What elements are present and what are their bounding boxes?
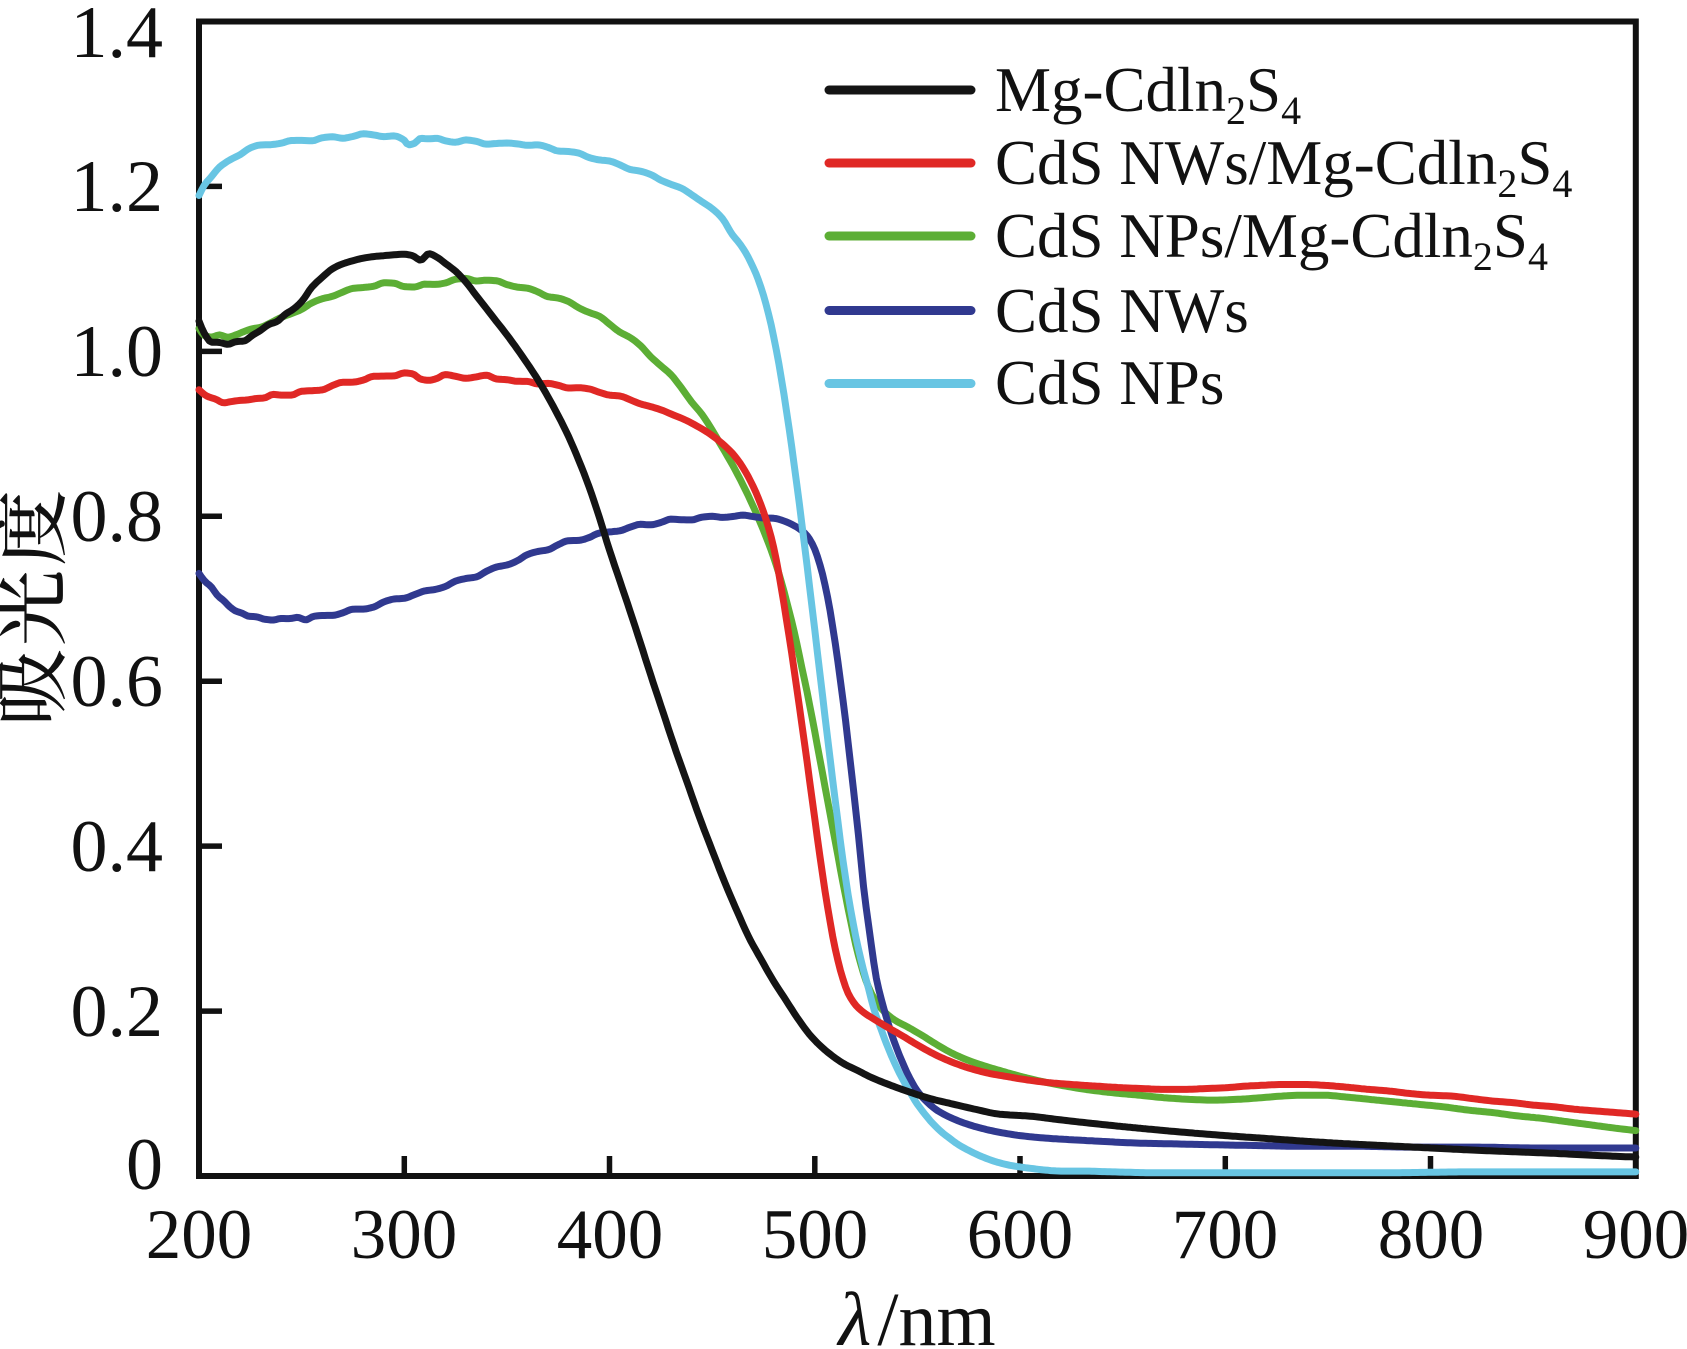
svg-text:800: 800 — [1378, 1196, 1485, 1274]
svg-text:0.2: 0.2 — [71, 971, 164, 1053]
svg-text:300: 300 — [351, 1196, 458, 1274]
svg-text:Mg-Cdln2S4: Mg-Cdln2S4 — [995, 55, 1301, 133]
svg-text:400: 400 — [557, 1196, 664, 1274]
svg-text:0.8: 0.8 — [71, 476, 164, 558]
svg-text:200: 200 — [146, 1196, 253, 1274]
svg-text:1.2: 1.2 — [71, 146, 164, 228]
svg-text:700: 700 — [1172, 1196, 1279, 1274]
svg-text:λ/nm: λ/nm — [836, 1278, 995, 1349]
svg-text:1.0: 1.0 — [71, 311, 164, 393]
svg-text:CdS NWs/Mg-Cdln2S4: CdS NWs/Mg-Cdln2S4 — [995, 128, 1572, 206]
svg-text:CdS NWs: CdS NWs — [995, 276, 1249, 346]
svg-text:600: 600 — [967, 1196, 1074, 1274]
svg-text:CdS NPs/Mg-Cdln2S4: CdS NPs/Mg-Cdln2S4 — [995, 201, 1548, 279]
svg-text:0.4: 0.4 — [71, 806, 164, 888]
svg-text:0.6: 0.6 — [71, 641, 164, 723]
svg-text:900: 900 — [1583, 1196, 1687, 1274]
svg-text:0: 0 — [126, 1124, 163, 1206]
svg-text:1.4: 1.4 — [71, 0, 164, 74]
svg-text:500: 500 — [762, 1196, 869, 1274]
svg-text:CdS NPs: CdS NPs — [995, 348, 1224, 418]
